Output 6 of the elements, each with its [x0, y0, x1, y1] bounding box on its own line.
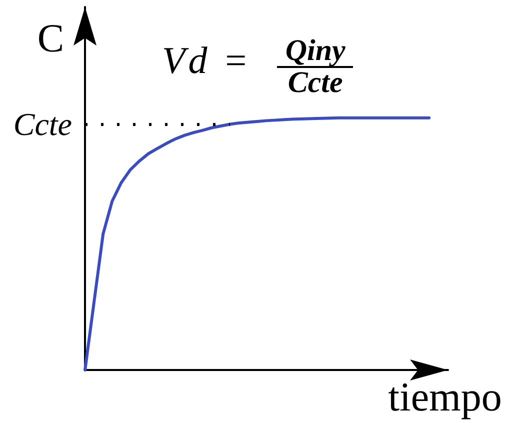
x-axis-title: tiempo	[388, 374, 502, 420]
text: Ccte	[288, 66, 343, 99]
y-axis-title: C	[37, 16, 64, 60]
text: Vd =	[162, 40, 252, 82]
text: Qiny	[277, 34, 354, 68]
ref-line-label: Ccte	[13, 106, 72, 142]
